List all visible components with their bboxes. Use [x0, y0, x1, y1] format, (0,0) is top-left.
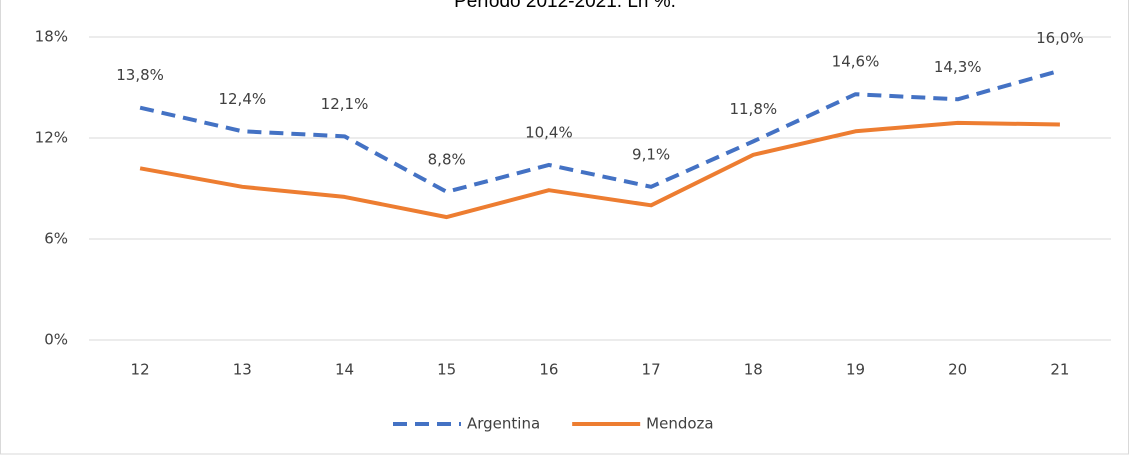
legend-label: Argentina	[467, 415, 540, 433]
data-label: 16,0%	[1036, 29, 1084, 47]
y-tick-label: 6%	[44, 230, 68, 248]
y-tick-label: 0%	[44, 331, 68, 349]
y-tick-label: 18%	[35, 28, 68, 46]
data-label: 12,1%	[321, 95, 369, 113]
x-tick-label: 12	[131, 361, 150, 379]
y-tick-label: 12%	[35, 129, 68, 147]
x-tick-label: 17	[642, 361, 661, 379]
x-tick-label: 16	[539, 361, 558, 379]
series-line	[139, 68, 1061, 194]
x-tick-label: 18	[744, 361, 763, 379]
x-tick-label: 15	[437, 361, 456, 379]
data-label: 9,1%	[632, 145, 670, 163]
data-label: 11,8%	[729, 100, 777, 118]
data-label: 13,8%	[116, 66, 164, 84]
data-label: 8,8%	[428, 150, 466, 168]
data-label: 14,3%	[934, 58, 982, 76]
legend-label: Mendoza	[646, 415, 713, 433]
data-label: 10,4%	[525, 123, 573, 141]
x-tick-label: 19	[846, 361, 865, 379]
data-label: 14,6%	[832, 53, 880, 71]
x-tick-label: 21	[1050, 361, 1069, 379]
data-label: 12,4%	[218, 90, 266, 108]
x-tick-label: 20	[948, 361, 967, 379]
series-line	[139, 120, 1060, 220]
x-tick-label: 13	[233, 361, 252, 379]
x-tick-label: 14	[335, 361, 354, 379]
chart-title: Período 2012-2021. Ln %.	[454, 0, 676, 12]
